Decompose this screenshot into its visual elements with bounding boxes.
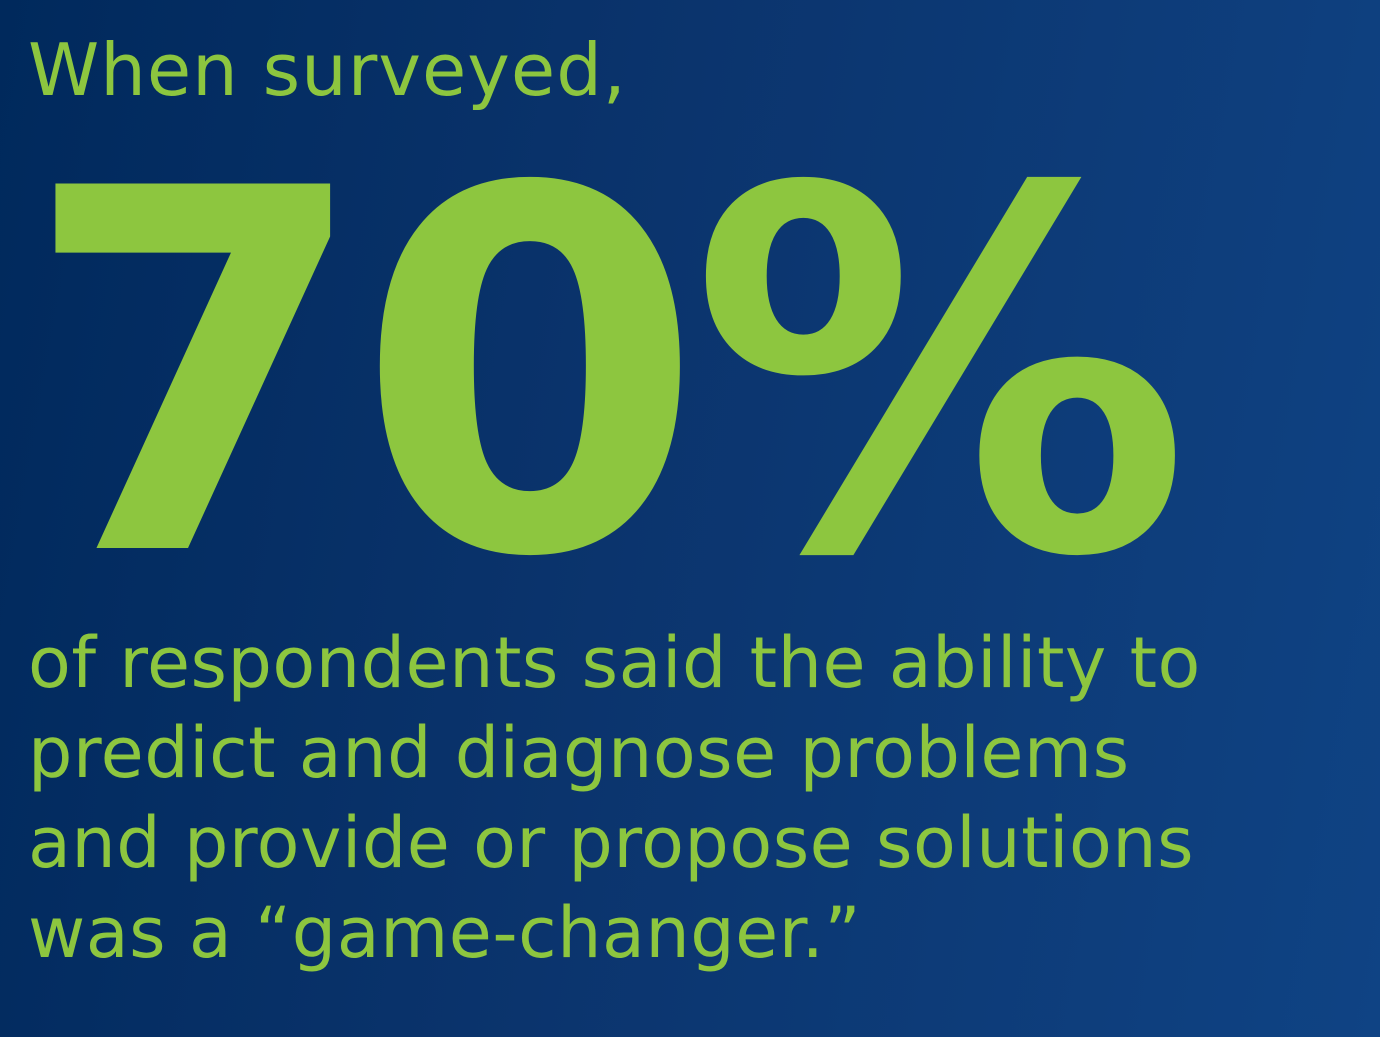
description-line: predict and diagnose problems (28, 712, 1130, 794)
description-line: of respondents said the ability to (28, 622, 1201, 704)
stat-percentage: 70% (22, 84, 1191, 666)
intro-text: When surveyed, (28, 28, 627, 112)
description-line: was a “game-changer.” (28, 892, 862, 974)
description-line: and provide or propose solutions (28, 802, 1195, 884)
stat-description: of respondents said the ability to predi… (28, 618, 1348, 978)
